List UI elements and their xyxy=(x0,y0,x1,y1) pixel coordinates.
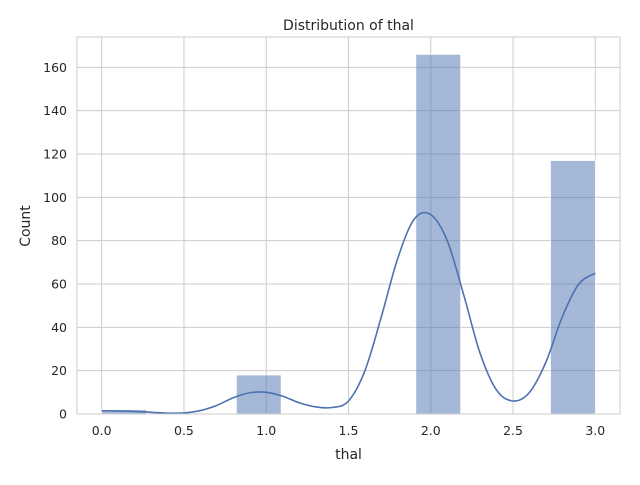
kde-curve xyxy=(101,211,596,415)
x-tick-label: 2.0 xyxy=(421,423,441,438)
y-tick-label: 80 xyxy=(51,233,67,248)
y-tick-label: 100 xyxy=(43,190,67,205)
y-tick-label: 20 xyxy=(51,363,67,378)
y-tick-label: 140 xyxy=(43,103,67,118)
y-tick-label: 160 xyxy=(43,60,67,75)
x-tick-label: 2.5 xyxy=(503,423,523,438)
x-tick-labels: 0.0 0.5 1.0 1.5 2.0 2.5 3.0 xyxy=(92,423,606,438)
x-axis-label: thal xyxy=(335,447,362,463)
x-tick-label: 0.0 xyxy=(92,423,112,438)
y-tick-label: 0 xyxy=(59,407,67,422)
x-tick-label: 3.0 xyxy=(585,423,605,438)
histogram-bars xyxy=(101,53,596,415)
histogram-bar xyxy=(415,53,462,415)
y-tick-label: 60 xyxy=(51,277,67,292)
chart-title: Distribution of thal xyxy=(283,18,414,34)
y-axis-label: Count xyxy=(18,205,34,247)
plot-frame xyxy=(76,36,621,415)
x-tick-label: 1.5 xyxy=(339,423,359,438)
x-tick-label: 0.5 xyxy=(174,423,194,438)
y-tick-labels: 0 20 40 60 80 100 120 140 160 xyxy=(43,60,67,422)
y-tick-label: 40 xyxy=(51,320,67,335)
x-tick-label: 1.0 xyxy=(256,423,276,438)
kde-line xyxy=(101,211,596,415)
y-tick-label: 120 xyxy=(43,147,67,162)
histogram-bar xyxy=(550,160,596,415)
grid xyxy=(77,37,620,415)
